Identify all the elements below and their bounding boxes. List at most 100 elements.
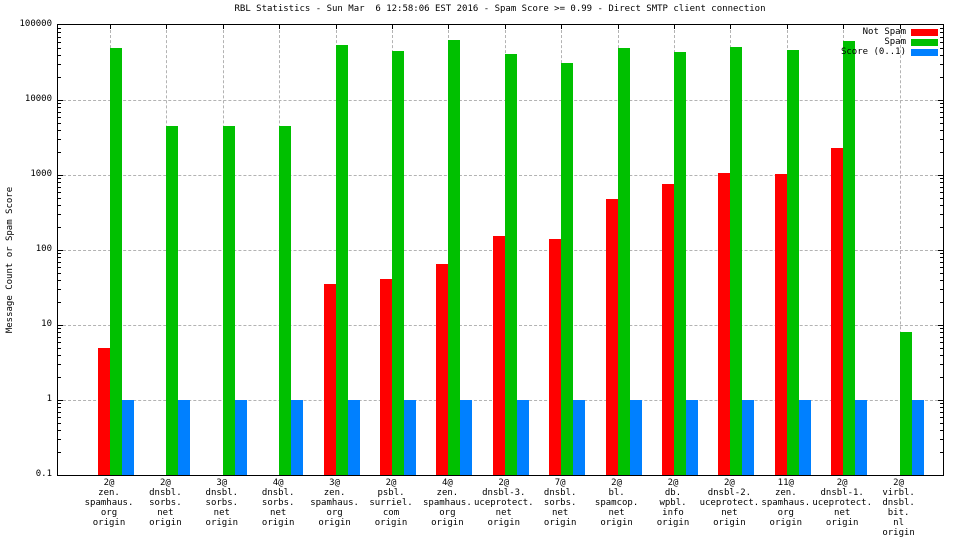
y-tick-label: 10: [41, 319, 52, 329]
y-tick-label: 1: [46, 394, 52, 404]
legend-swatch-spam: [911, 38, 938, 46]
x-tick-label: 3@ zen. spamhaus. org origin: [310, 478, 359, 528]
y-major-tick: [938, 175, 943, 176]
y-minor-tick: [58, 103, 61, 105]
y-minor-tick: [940, 41, 943, 43]
y-minor-tick: [58, 129, 61, 131]
bar-score: [855, 400, 868, 475]
y-minor-tick: [58, 328, 61, 330]
y-minor-tick: [58, 341, 61, 343]
x-tick: [110, 25, 111, 29]
y-minor-tick: [940, 129, 943, 131]
bar-score: [122, 400, 134, 475]
y-minor-tick: [940, 64, 943, 66]
bar-not-spam: [831, 147, 844, 475]
legend-row: Score (0..1): [841, 47, 938, 57]
y-minor-tick: [940, 272, 943, 274]
y-minor-tick: [58, 429, 61, 431]
y-minor-tick: [940, 54, 943, 56]
y-minor-tick: [58, 214, 61, 216]
y-minor-tick: [58, 54, 61, 56]
x-tick: [335, 25, 337, 29]
y-minor-tick: [58, 139, 61, 141]
legend-row: Not Spam: [841, 27, 938, 37]
y-minor-tick: [940, 336, 943, 338]
y-minor-tick: [58, 416, 61, 418]
x-tick-label: 7@ dnsbl. sorbs. net origin: [543, 478, 577, 528]
y-minor-tick: [940, 191, 943, 193]
bar-not-spam: [323, 284, 336, 475]
y-minor-tick: [940, 122, 943, 124]
y-minor-tick: [58, 191, 61, 193]
y-minor-tick: [58, 289, 61, 291]
y-minor-tick: [940, 289, 943, 291]
bar-spam: [617, 48, 630, 475]
y-minor-tick: [940, 28, 943, 30]
y-minor-tick: [940, 341, 943, 343]
legend-row: Spam: [841, 37, 938, 47]
bar-score: [460, 400, 473, 475]
y-axis-label: Message Count or Spam Score: [5, 186, 15, 334]
bar-spam: [279, 126, 292, 475]
y-minor-tick: [58, 32, 61, 34]
y-minor-tick: [940, 429, 943, 431]
y-major-tick: [58, 250, 63, 251]
grid-line-vertical: [899, 25, 901, 475]
y-minor-tick: [58, 77, 61, 79]
y-minor-tick: [940, 77, 943, 79]
y-minor-tick: [58, 122, 61, 124]
y-minor-tick: [940, 452, 943, 454]
y-minor-tick: [940, 32, 943, 34]
bar-spam: [110, 48, 122, 475]
y-minor-tick: [58, 41, 61, 43]
bar-not-spam: [492, 235, 505, 475]
y-minor-tick: [940, 214, 943, 216]
bar-score: [573, 400, 586, 475]
y-minor-tick: [940, 332, 943, 334]
x-tick: [617, 25, 619, 29]
y-minor-tick: [940, 422, 943, 424]
bar-score: [178, 400, 191, 475]
bar-score: [234, 400, 247, 475]
y-minor-tick: [940, 279, 943, 281]
bar-spam: [222, 126, 235, 475]
bar-not-spam: [605, 198, 618, 475]
legend-label: Not Spam: [862, 27, 906, 37]
y-minor-tick: [58, 452, 61, 454]
y-minor-tick: [58, 266, 61, 268]
y-minor-tick: [58, 28, 61, 30]
bar-score: [516, 400, 529, 475]
y-major-tick: [58, 325, 63, 326]
y-minor-tick: [940, 139, 943, 141]
y-minor-tick: [58, 302, 61, 304]
y-minor-tick: [940, 152, 943, 154]
bar-spam: [448, 40, 461, 475]
y-minor-tick: [940, 182, 943, 184]
y-minor-tick: [940, 197, 943, 199]
y-minor-tick: [940, 407, 943, 409]
legend-label: Score (0..1): [840, 47, 906, 57]
y-minor-tick: [940, 354, 943, 356]
bar-score: [404, 400, 416, 475]
legend-label: Spam: [884, 37, 906, 47]
y-major-tick: [938, 250, 943, 251]
bar-spam: [674, 51, 686, 475]
x-tick: [561, 25, 563, 29]
x-tick: [504, 25, 506, 29]
x-tick-label: 2@ psbl. surriel. com origin: [369, 478, 413, 528]
x-tick-label: 2@ dnsbl-1. uceprotect. net origin: [812, 478, 872, 528]
bar-score: [798, 400, 811, 475]
x-tick-label: 2@ db. wpbl. info origin: [656, 478, 690, 528]
y-minor-tick: [58, 178, 61, 180]
x-tick-label: 2@ virbl. dnsbl. bit. nl origin: [882, 478, 915, 538]
y-minor-tick: [940, 107, 943, 109]
y-minor-tick: [940, 253, 943, 255]
y-minor-tick: [940, 111, 943, 113]
chart-title: RBL Statistics - Sun Mar 6 12:58:06 EST …: [234, 4, 766, 14]
x-tick-label: 11@ zen. spamhaus. org origin: [761, 478, 811, 528]
x-tick: [448, 25, 450, 29]
x-tick: [166, 25, 168, 29]
bar-spam: [730, 46, 743, 475]
y-major-tick: [58, 100, 63, 101]
